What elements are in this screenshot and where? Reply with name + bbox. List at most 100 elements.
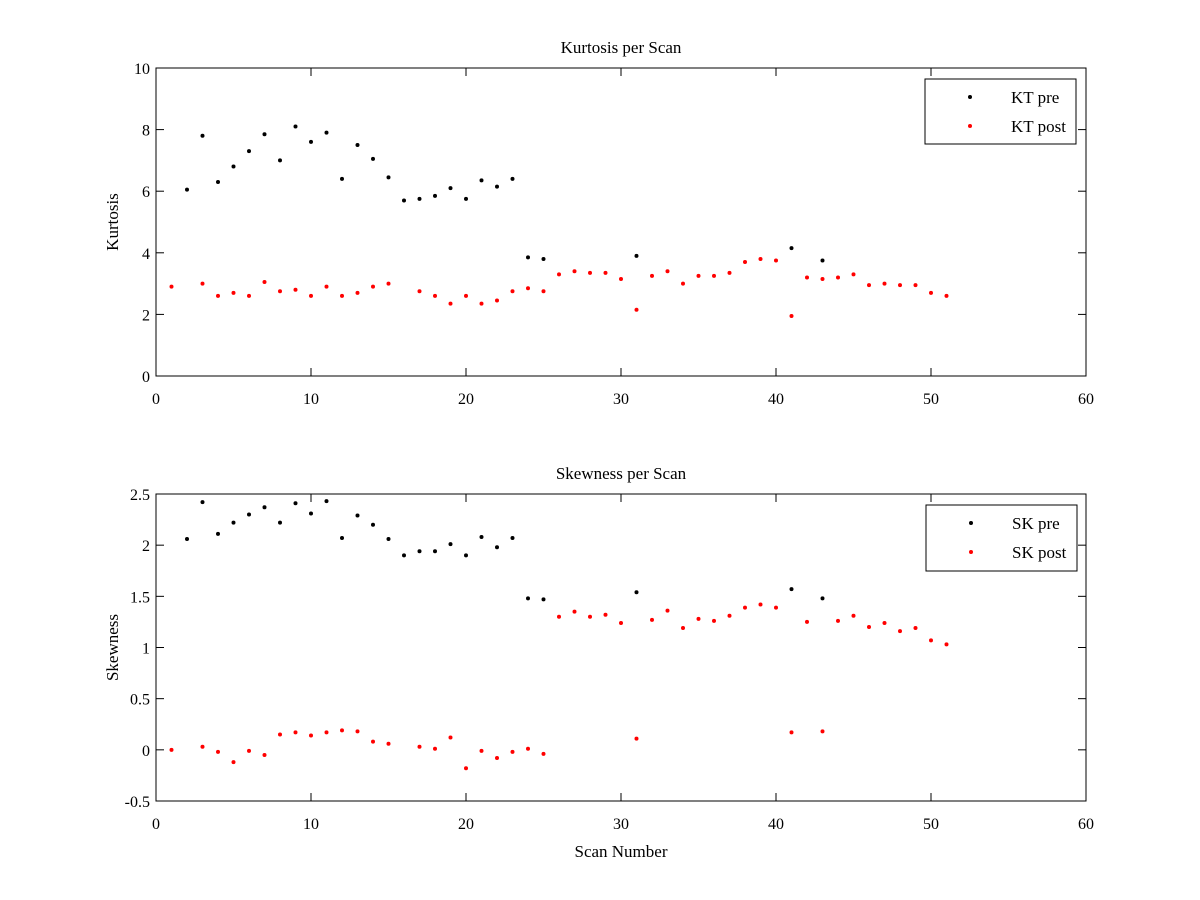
data-point bbox=[293, 501, 298, 506]
data-point bbox=[247, 748, 251, 753]
x-tick-label: 20 bbox=[458, 816, 474, 833]
data-point bbox=[805, 619, 809, 624]
data-point bbox=[526, 746, 530, 751]
data-point bbox=[355, 290, 360, 295]
data-point bbox=[541, 289, 546, 294]
y-tick-label: 8 bbox=[142, 123, 150, 140]
data-point bbox=[541, 751, 546, 756]
data-point bbox=[758, 256, 763, 261]
legend-box bbox=[925, 504, 1078, 572]
data-point bbox=[340, 293, 344, 298]
data-point bbox=[371, 739, 375, 744]
data-point bbox=[495, 545, 499, 550]
data-point bbox=[200, 744, 205, 749]
y-tick-label: 2.5 bbox=[130, 487, 150, 504]
data-point bbox=[448, 301, 453, 306]
data-point bbox=[820, 258, 825, 263]
data-point bbox=[603, 612, 608, 617]
data-point bbox=[495, 298, 499, 303]
y-axis-label: Kurtosis bbox=[103, 193, 122, 251]
legend-label: SK post bbox=[1012, 543, 1067, 562]
y-axis-label: Skewness bbox=[103, 614, 122, 681]
data-point bbox=[231, 164, 236, 169]
data-point bbox=[541, 256, 546, 261]
data-point bbox=[309, 733, 313, 738]
data-point bbox=[913, 283, 918, 288]
data-point bbox=[324, 730, 329, 735]
chart-title: Kurtosis per Scan bbox=[561, 38, 682, 57]
x-tick-label: 60 bbox=[1078, 391, 1094, 408]
data-point bbox=[929, 290, 933, 295]
data-point bbox=[789, 730, 794, 735]
data-point bbox=[216, 293, 220, 298]
data-point bbox=[309, 293, 313, 298]
data-point bbox=[371, 522, 375, 527]
x-tick-label: 20 bbox=[458, 391, 474, 408]
legend-marker bbox=[968, 124, 972, 128]
data-point bbox=[324, 130, 329, 135]
data-point bbox=[712, 273, 716, 278]
data-point bbox=[603, 270, 608, 275]
data-point bbox=[169, 747, 174, 752]
data-point bbox=[867, 283, 871, 288]
data-point bbox=[526, 596, 530, 601]
data-point bbox=[665, 608, 670, 613]
data-point bbox=[309, 511, 313, 516]
data-point bbox=[216, 749, 220, 754]
data-point bbox=[510, 176, 515, 181]
legend: KT pre KT post bbox=[924, 78, 1077, 145]
y-tick-label: 0 bbox=[142, 743, 150, 760]
x-tick-label: 10 bbox=[303, 391, 319, 408]
data-point bbox=[650, 273, 654, 278]
data-point bbox=[619, 276, 623, 281]
data-point bbox=[634, 590, 639, 595]
data-point bbox=[200, 281, 205, 286]
data-point bbox=[185, 537, 189, 542]
legend-label: SK pre bbox=[1012, 514, 1060, 533]
data-point bbox=[882, 281, 887, 286]
data-point bbox=[278, 289, 282, 294]
series-1 bbox=[185, 499, 825, 602]
y-tick-label: 1 bbox=[142, 641, 150, 658]
data-point bbox=[278, 732, 282, 737]
data-point bbox=[541, 597, 546, 602]
data-point bbox=[278, 520, 282, 525]
data-point bbox=[371, 156, 375, 161]
chart-title: Skewness per Scan bbox=[556, 464, 687, 483]
data-point bbox=[898, 629, 902, 634]
data-point bbox=[526, 286, 530, 291]
series-2 bbox=[169, 256, 949, 318]
data-point bbox=[696, 273, 701, 278]
data-point bbox=[402, 553, 406, 558]
data-point bbox=[805, 275, 809, 280]
data-point bbox=[293, 124, 298, 129]
data-point bbox=[634, 736, 639, 741]
data-point bbox=[324, 499, 329, 504]
y-tick-label: 2 bbox=[142, 307, 150, 324]
data-point bbox=[510, 536, 515, 541]
x-tick-label: 30 bbox=[613, 391, 629, 408]
data-point bbox=[495, 184, 499, 189]
data-point bbox=[216, 179, 220, 184]
data-point bbox=[231, 290, 236, 295]
data-point bbox=[526, 255, 530, 260]
x-tick-label: 40 bbox=[768, 391, 784, 408]
data-point bbox=[200, 133, 205, 138]
data-point bbox=[262, 752, 267, 757]
data-point bbox=[231, 760, 236, 765]
data-point bbox=[479, 748, 484, 753]
data-point bbox=[386, 741, 391, 746]
data-point bbox=[743, 260, 747, 265]
data-point bbox=[402, 198, 406, 203]
data-point bbox=[417, 289, 422, 294]
data-point bbox=[836, 275, 840, 280]
data-point bbox=[324, 284, 329, 289]
data-point bbox=[169, 284, 174, 289]
data-point bbox=[340, 536, 344, 541]
data-point bbox=[557, 614, 561, 619]
data-point bbox=[634, 253, 639, 258]
data-point bbox=[464, 293, 468, 298]
data-point bbox=[185, 187, 189, 192]
data-point bbox=[510, 749, 515, 754]
